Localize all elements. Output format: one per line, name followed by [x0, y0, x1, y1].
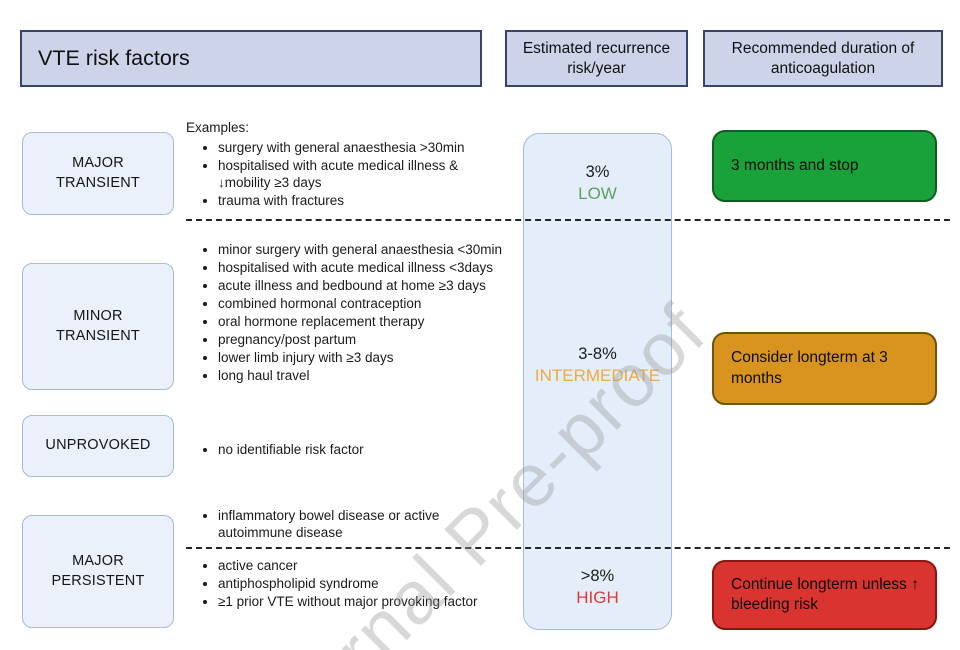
examples-unprovoked-list: no identifiable risk factor	[186, 441, 512, 459]
recommendation-continue-longterm-label: Continue longterm unless ↑ bleeding risk	[731, 575, 919, 613]
examples-major-transient-list: surgery with general anaesthesia >30minh…	[186, 139, 512, 210]
list-item: inflammatory bowel disease or active aut…	[218, 507, 512, 541]
list-item: hospitalised with acute medical illness …	[218, 259, 512, 276]
header-anticoagulation-duration: Recommended duration of anticoagulation	[703, 30, 943, 87]
recommendation-3-months-stop: 3 months and stop	[712, 130, 937, 202]
list-item: lower limb injury with ≥3 days	[218, 349, 512, 366]
header-vte-risk-factors: VTE risk factors	[20, 30, 482, 87]
risk-intermediate-label: INTERMEDIATE	[534, 366, 661, 385]
dashed-separator-2	[186, 547, 950, 549]
risk-high-group: >8% HIGH	[523, 567, 672, 608]
list-item: acute illness and bedbound at home ≥3 da…	[218, 277, 512, 294]
recommendation-consider-longterm-label: Consider longterm at 3 months	[731, 349, 888, 387]
risk-intermediate-group: 3-8% INTERMEDIATE	[523, 345, 672, 386]
list-item: pregnancy/post partum	[218, 331, 512, 348]
risk-high-value: >8%	[580, 567, 615, 585]
list-item: oral hormone replacement therapy	[218, 313, 512, 330]
category-major-persistent: MAJOR PERSISTENT	[22, 515, 174, 628]
dashed-separator-1	[186, 219, 950, 221]
category-minor-transient: MINOR TRANSIENT	[22, 263, 174, 390]
examples-major-persistent-lower-list: active cancerantiphospholipid syndrome≥1…	[186, 557, 512, 611]
list-item: active cancer	[218, 557, 512, 574]
header-anticoagulation-duration-label: Recommended duration of anticoagulation	[731, 40, 915, 77]
recommendation-3-months-stop-label: 3 months and stop	[731, 156, 859, 174]
list-item: minor surgery with general anaesthesia <…	[218, 241, 512, 258]
examples-minor-transient-list: minor surgery with general anaesthesia <…	[186, 241, 512, 385]
header-recurrence-risk-label: Estimated recurrence risk/year	[522, 40, 671, 77]
header-recurrence-risk: Estimated recurrence risk/year	[505, 30, 688, 87]
examples-heading: Examples:	[186, 120, 250, 135]
recommendation-continue-longterm: Continue longterm unless ↑ bleeding risk	[712, 560, 937, 630]
risk-high-label: HIGH	[576, 588, 619, 607]
category-major-transient: MAJOR TRANSIENT	[22, 132, 174, 215]
list-item: hospitalised with acute medical illness …	[218, 157, 512, 191]
recommendation-consider-longterm: Consider longterm at 3 months	[712, 332, 937, 405]
risk-low-label: LOW	[578, 184, 617, 203]
examples-major-persistent-upper-list: inflammatory bowel disease or active aut…	[186, 507, 512, 542]
list-item: ≥1 prior VTE without major provoking fac…	[218, 593, 512, 610]
list-item: no identifiable risk factor	[218, 441, 512, 458]
list-item: combined hormonal contraception	[218, 295, 512, 312]
risk-low-group: 3% LOW	[523, 163, 672, 204]
list-item: antiphospholipid syndrome	[218, 575, 512, 592]
list-item: long haul travel	[218, 367, 512, 384]
list-item: surgery with general anaesthesia >30min	[218, 139, 512, 156]
risk-intermediate-value: 3-8%	[578, 345, 617, 363]
category-unprovoked: UNPROVOKED	[22, 415, 174, 477]
risk-low-value: 3%	[585, 163, 610, 181]
list-item: trauma with fractures	[218, 192, 512, 209]
header-vte-risk-factors-label: VTE risk factors	[38, 46, 190, 71]
